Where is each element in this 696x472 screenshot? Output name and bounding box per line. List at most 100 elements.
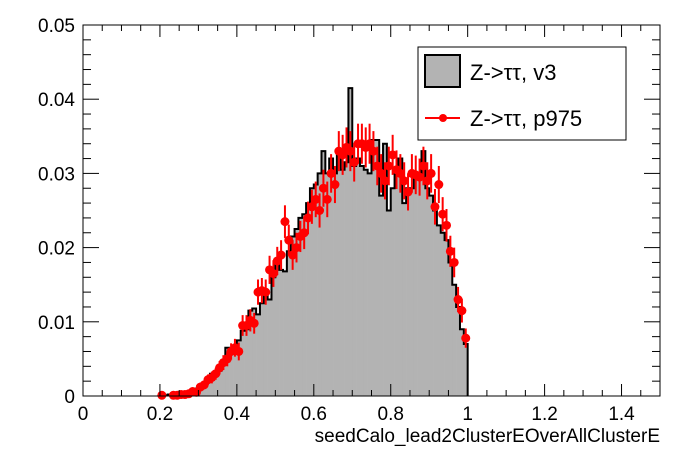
data-point xyxy=(322,181,332,218)
hist-bar xyxy=(413,173,418,396)
hist-bar xyxy=(221,362,226,396)
data-point xyxy=(461,328,471,348)
hist-bar xyxy=(336,151,342,396)
point-marker xyxy=(395,168,405,178)
point-marker xyxy=(453,295,463,305)
y-tick-label: 0.02 xyxy=(38,239,75,260)
point-marker xyxy=(403,187,413,197)
point-marker xyxy=(276,250,286,260)
hist-bar xyxy=(356,158,361,396)
point-marker xyxy=(380,176,390,186)
data-point xyxy=(449,247,459,278)
hist-bar xyxy=(271,277,276,396)
data-point xyxy=(457,298,467,323)
point-marker xyxy=(349,157,359,167)
point-marker xyxy=(376,168,386,178)
hist-bar xyxy=(286,251,292,396)
x-axis-label: seedCalo_lead2ClusterEOverAllClusterE xyxy=(315,426,660,447)
hist-bar xyxy=(317,173,322,396)
point-marker xyxy=(299,228,309,238)
x-tick-label: 0 xyxy=(78,404,89,425)
hist-bar xyxy=(302,214,307,396)
legend: Z->ττ, v3 Z->ττ, p975 xyxy=(417,46,627,141)
data-point xyxy=(453,286,463,313)
point-marker xyxy=(388,150,398,160)
hist-bar xyxy=(229,349,234,396)
hist-bar xyxy=(240,330,245,396)
data-point xyxy=(395,154,405,193)
hist-bar xyxy=(375,140,380,396)
point-marker xyxy=(318,183,328,193)
point-marker xyxy=(303,213,313,223)
hist-bar xyxy=(367,173,372,396)
x-tick-label: 0.4 xyxy=(224,404,251,425)
point-marker xyxy=(280,217,290,227)
point-marker xyxy=(438,209,448,219)
data-point xyxy=(426,154,436,193)
hist-bar xyxy=(275,262,280,396)
hist-bar xyxy=(236,340,242,396)
hist-bar xyxy=(256,314,261,396)
data-point xyxy=(276,240,286,270)
data-point xyxy=(430,188,440,225)
point-marker xyxy=(291,243,301,253)
hist-bar xyxy=(363,169,368,396)
hist-bar xyxy=(209,373,215,396)
point-marker xyxy=(330,180,340,190)
hist-bar xyxy=(409,188,415,396)
data-point xyxy=(403,173,413,211)
point-marker xyxy=(157,390,167,400)
point-marker xyxy=(284,235,294,245)
hist-bar xyxy=(325,173,330,396)
legend-label-hist: Z->ττ, v3 xyxy=(470,60,556,85)
data-point xyxy=(434,165,444,204)
data-point xyxy=(330,165,340,204)
point-marker xyxy=(268,269,278,279)
hist-bar xyxy=(290,236,295,396)
data-point xyxy=(261,279,271,305)
point-marker xyxy=(261,287,271,297)
point-marker xyxy=(372,161,382,171)
point-marker xyxy=(288,250,298,260)
data-point xyxy=(422,162,432,200)
hist-bar xyxy=(244,329,249,396)
hist-bar xyxy=(433,210,438,396)
hist-bar xyxy=(452,284,457,396)
hist-bar xyxy=(279,269,284,396)
axes-layer: 0 0.2 0.4 0.6 0.8 1 1.2 1.4 0 0.01 0.02 0.03 0.04 0.0… xyxy=(38,16,661,425)
hist-bar xyxy=(406,188,411,396)
point-marker xyxy=(315,206,325,215)
point-marker xyxy=(418,161,428,171)
x-tick-label: 1.4 xyxy=(608,404,635,425)
hist-bar xyxy=(202,384,207,396)
hist-bar xyxy=(340,169,345,396)
data-point xyxy=(249,312,259,334)
point-marker xyxy=(326,168,336,178)
point-marker xyxy=(345,146,355,156)
hist-bar xyxy=(371,140,376,396)
legend-swatch-hist xyxy=(424,54,461,88)
data-point xyxy=(349,142,359,182)
hist-bar xyxy=(444,240,449,396)
hist-bar xyxy=(313,184,318,396)
point-marker xyxy=(415,172,425,182)
hist-bar xyxy=(456,306,461,396)
hist-bar xyxy=(213,372,218,396)
hist-bar xyxy=(436,225,442,396)
data-point xyxy=(380,162,390,200)
hist-bar xyxy=(298,217,303,396)
hist-bar xyxy=(379,195,384,396)
point-marker xyxy=(384,161,394,171)
data-point xyxy=(376,154,386,193)
hist-bar xyxy=(417,173,422,396)
hist-bar xyxy=(259,303,265,396)
hist-bar xyxy=(463,344,468,396)
hist-bar xyxy=(386,210,392,396)
point-marker xyxy=(430,202,440,212)
point-marker xyxy=(338,150,348,160)
point-marker xyxy=(442,220,452,230)
hist-bar xyxy=(390,188,395,396)
hist-bar xyxy=(263,295,268,396)
hist-bar xyxy=(267,299,272,396)
